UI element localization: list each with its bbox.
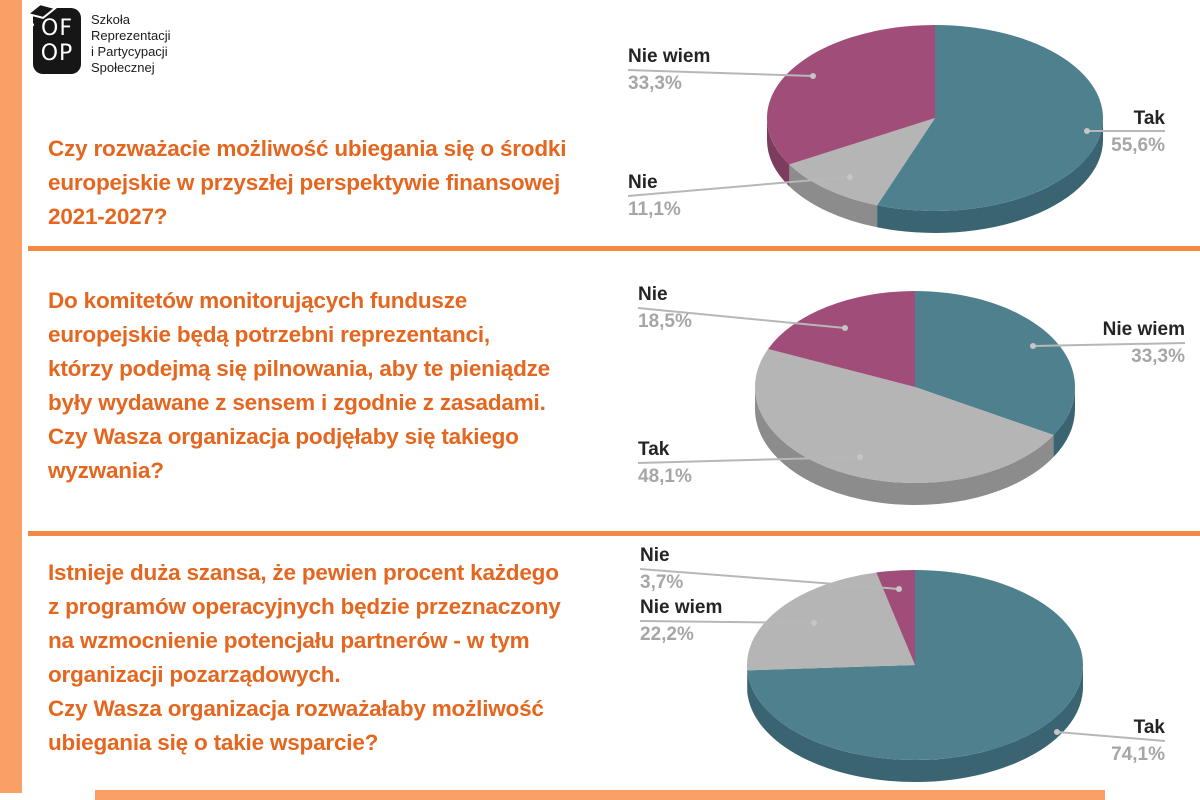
pie-svg: Nie 3,7% Nie wiem 22,2% Tak 74,1% bbox=[639, 545, 1166, 782]
slice-label-percent: 74,1% bbox=[1111, 744, 1165, 765]
org-name: Szkoła Reprezentacji i Partycypacji Społ… bbox=[91, 12, 171, 75]
pie-slice-side-tak bbox=[747, 665, 1083, 782]
leader-dot bbox=[810, 73, 816, 79]
divider-2 bbox=[28, 531, 1200, 536]
pie-slice-nie-wiem bbox=[747, 572, 915, 671]
leader-dot bbox=[857, 454, 863, 460]
slice-label-name: Nie wiem bbox=[1103, 319, 1185, 340]
slice-label-name: Nie wiem bbox=[628, 46, 710, 67]
slice-label-percent: 33,3% bbox=[1131, 346, 1185, 367]
pie-slice-side-nie bbox=[789, 164, 878, 228]
logo: OF OP Szkoła Reprezentacji i Partycypacj… bbox=[25, 3, 171, 76]
leader-line bbox=[639, 568, 900, 590]
pie-slice-side-tak bbox=[755, 387, 1054, 505]
graduation-cap-icon bbox=[25, 1, 59, 32]
leader-line bbox=[627, 176, 851, 197]
question-1: Czy rozważacie możliwość ubiegania się o… bbox=[48, 136, 567, 229]
slice-label-name: Tak bbox=[1134, 108, 1166, 129]
pie-slice-tak bbox=[747, 570, 1083, 760]
logo-letters-line2: OP bbox=[40, 41, 74, 66]
slice-label-percent: 18,5% bbox=[638, 311, 692, 332]
pie-slice-nie-wiem bbox=[915, 291, 1075, 435]
slice-label-percent: 11,1% bbox=[628, 199, 681, 220]
leader-line bbox=[639, 620, 815, 624]
leader-dot bbox=[842, 325, 848, 331]
leader-dot bbox=[1084, 128, 1090, 134]
pie-slice-nie bbox=[768, 291, 915, 387]
slice-label-name: Tak bbox=[638, 439, 670, 460]
leader-dot bbox=[1030, 343, 1036, 349]
slice-label-name: Tak bbox=[1134, 717, 1166, 738]
leader-line bbox=[1032, 342, 1186, 347]
pie-chart-1: Nie wiem 33,3% Tak 55,6% Nie 11,1% bbox=[600, 0, 1200, 250]
leader-line bbox=[637, 456, 861, 464]
pie-slice-side-nie-wiem bbox=[1053, 387, 1075, 457]
pie-slice-nie bbox=[789, 118, 935, 206]
ofop-logo-box: OF OP bbox=[25, 3, 81, 74]
bottom-accent-bar bbox=[95, 790, 1105, 800]
slice-label-percent: 48,1% bbox=[638, 466, 692, 487]
slice-label-percent: 3,7% bbox=[640, 572, 683, 593]
question-2: Do komitetów monitorujących fundusze eur… bbox=[48, 288, 550, 483]
pie-slice-side-nie-wiem bbox=[767, 118, 790, 187]
pie-slice-tak bbox=[754, 348, 1054, 484]
leader-dot bbox=[847, 174, 853, 180]
leader-dot bbox=[1054, 729, 1060, 735]
slice-label-name: Nie bbox=[638, 284, 668, 305]
divider-1 bbox=[28, 246, 1200, 251]
slice-label-percent: 33,3% bbox=[628, 73, 682, 94]
leader-line bbox=[1056, 731, 1166, 742]
pie-chart-2: Nie 18,5% Nie wiem 33,3% Tak 48,1% bbox=[600, 250, 1200, 533]
pie-chart-3: Nie 3,7% Nie wiem 22,2% Tak 74,1% bbox=[600, 533, 1200, 800]
left-accent-bar bbox=[0, 0, 22, 793]
pie-svg: Nie wiem 33,3% Tak 55,6% Nie 11,1% bbox=[627, 25, 1166, 233]
slice-label-percent: 55,6% bbox=[1111, 135, 1165, 156]
slice-label-name: Nie bbox=[628, 172, 658, 193]
leader-line bbox=[627, 69, 814, 77]
slice-label-name: Nie bbox=[640, 545, 670, 566]
question-3: Istnieje duża szansa, że pewien procent … bbox=[48, 560, 561, 755]
leader-dot bbox=[896, 586, 902, 592]
slice-label-percent: 22,2% bbox=[640, 624, 694, 645]
pie-slice-nie-wiem bbox=[767, 25, 935, 165]
pie-slice-side-tak bbox=[877, 118, 1103, 233]
pie-slice-tak bbox=[877, 25, 1103, 211]
leader-dot bbox=[811, 620, 817, 626]
pie-svg: Nie 18,5% Nie wiem 33,3% Tak 48,1% bbox=[637, 284, 1186, 505]
logo-letters-line1: OF bbox=[41, 16, 73, 41]
pie-slice-nie bbox=[876, 570, 915, 665]
slice-label-name: Nie wiem bbox=[640, 597, 722, 618]
leader-line bbox=[637, 307, 846, 329]
